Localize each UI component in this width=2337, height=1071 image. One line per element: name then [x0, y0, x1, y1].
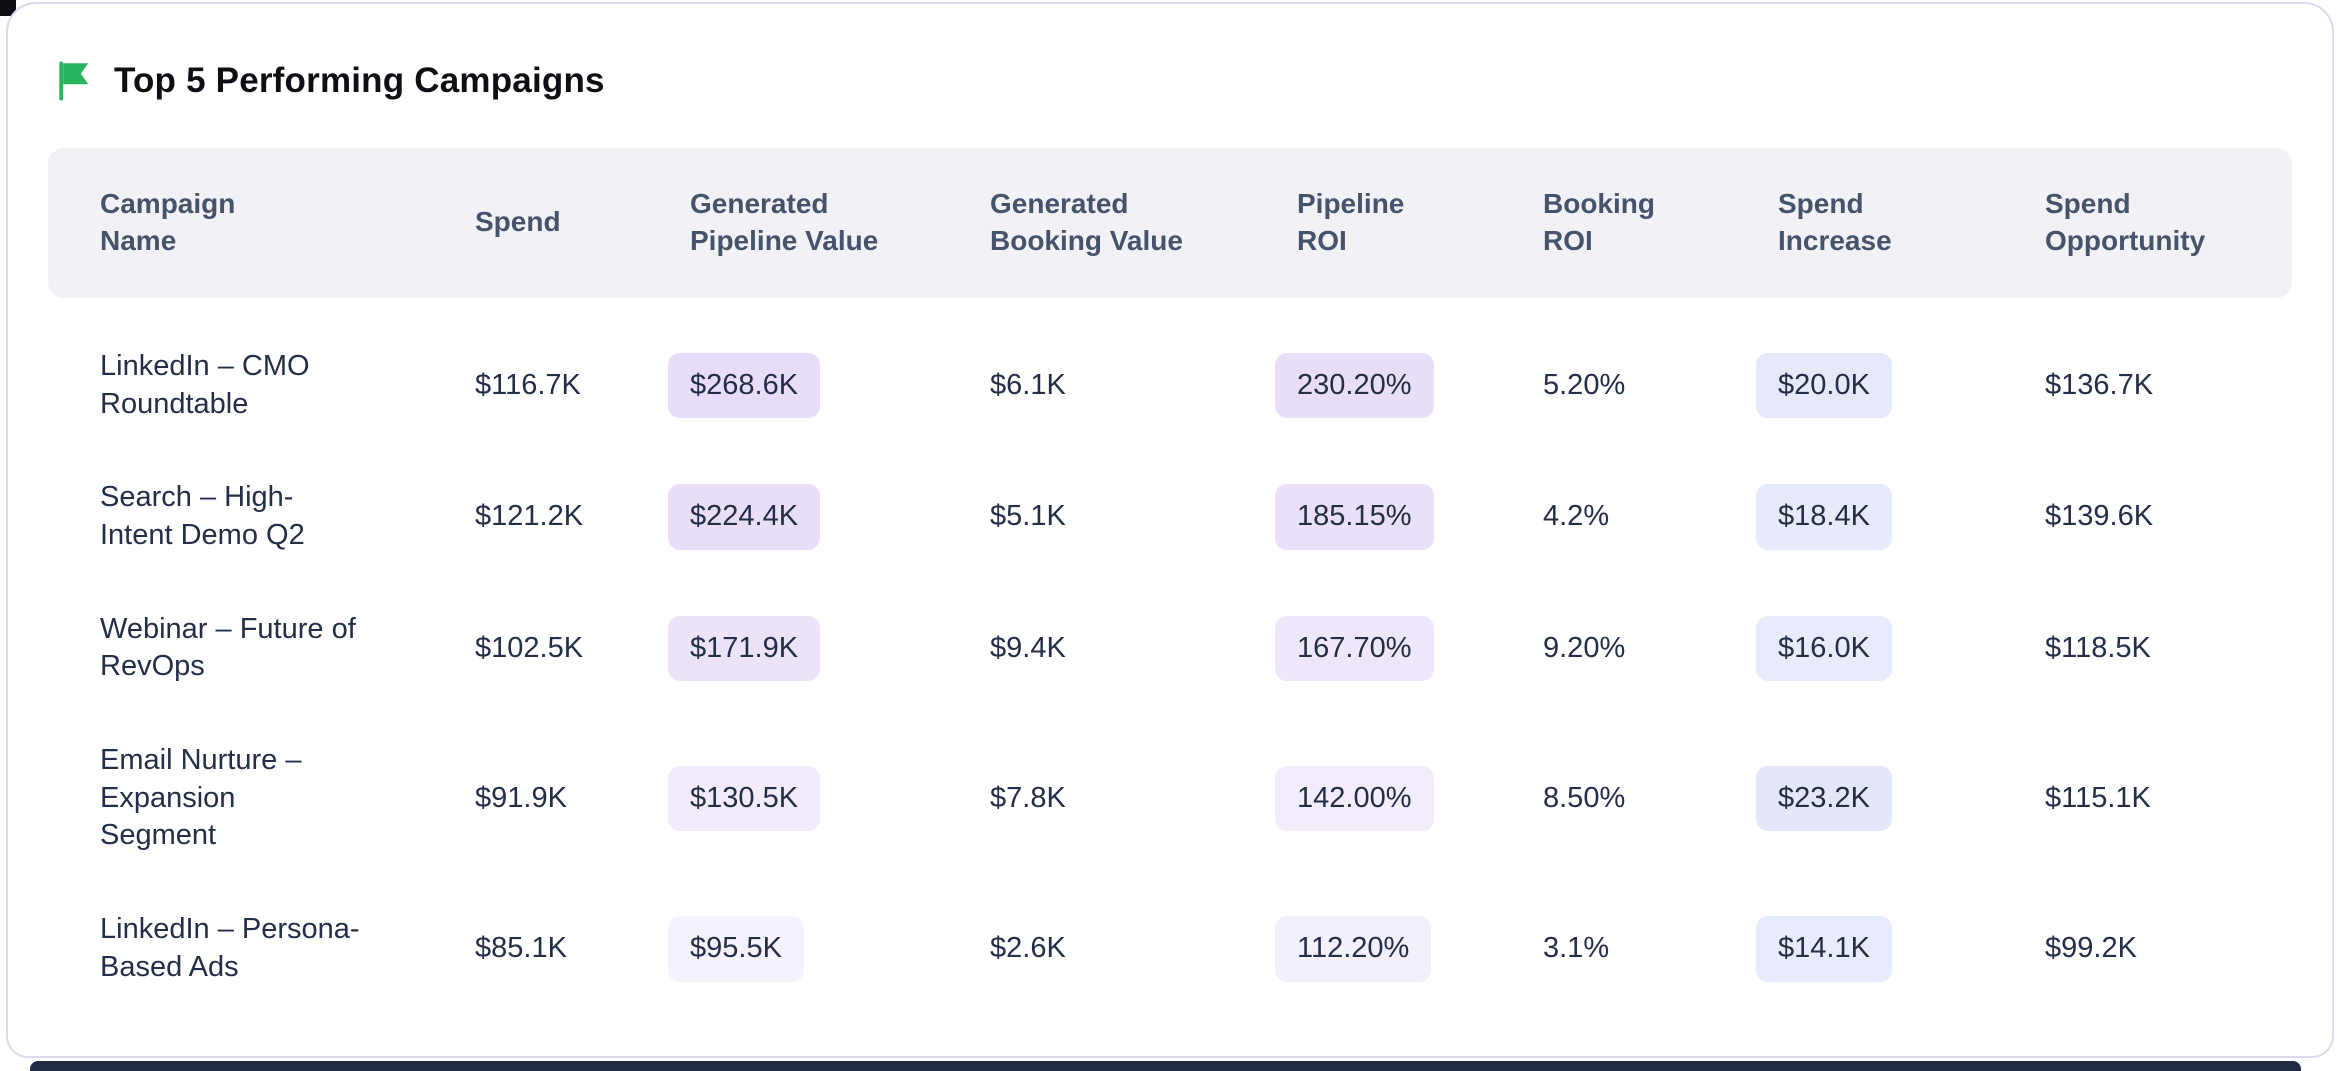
spend-increase-cell: $20.0K — [1756, 352, 2045, 419]
pipeline-roi-highlight: 112.20% — [1275, 915, 1432, 982]
table-row[interactable]: LinkedIn – CMO Roundtable $116.7K $268.6… — [48, 348, 2292, 423]
campaign-name-cell: Search – High- Intent Demo Q2 — [100, 481, 305, 551]
spend-increase-cell: $18.4K — [1756, 484, 2045, 550]
pipeline-value-highlight: $268.6K — [668, 352, 821, 419]
table-row[interactable]: Webinar – Future of RevOps $102.5K $171.… — [48, 611, 2292, 686]
spend-increase-highlight: $14.1K — [1756, 915, 1892, 982]
campaign-name-cell: LinkedIn – Persona- Based Ads — [100, 913, 360, 983]
booking-value-cell: $7.8K — [990, 781, 1066, 814]
booking-value-cell: $5.1K — [990, 500, 1066, 533]
table-body: LinkedIn – CMO Roundtable $116.7K $268.6… — [48, 298, 2292, 987]
spend-cell: $116.7K — [475, 368, 581, 401]
column-header-booking-roi: Booking ROI — [1543, 188, 1655, 256]
table-header-row: Campaign Name Spend Generated Pipeline V… — [48, 148, 2292, 298]
spend-cell: $121.2K — [475, 500, 584, 533]
table-row[interactable]: Search – High- Intent Demo Q2 $121.2K $2… — [48, 479, 2292, 554]
spend-cell: $85.1K — [475, 931, 567, 964]
pipeline-value-cell: $224.4K — [668, 484, 990, 550]
flag-icon — [59, 61, 89, 101]
column-header-spend-opportunity: Spend Opportunity — [2045, 188, 2206, 256]
pipeline-value-cell: $130.5K — [668, 765, 990, 832]
table-row[interactable]: Email Nurture – Expansion Segment $91.9K… — [48, 742, 2292, 855]
pipeline-roi-cell: 185.15% — [1275, 484, 1543, 550]
pipeline-roi-highlight: 185.15% — [1275, 484, 1434, 550]
booking-roi-cell: 9.20% — [1543, 631, 1626, 664]
pipeline-value-cell: $95.5K — [668, 915, 990, 982]
campaigns-table: Campaign Name Spend Generated Pipeline V… — [48, 148, 2292, 986]
booking-roi-cell: 3.1% — [1543, 931, 1610, 964]
pipeline-value-highlight: $130.5K — [668, 765, 821, 832]
spend-increase-highlight: $18.4K — [1756, 484, 1892, 550]
pipeline-value-highlight: $224.4K — [668, 484, 821, 550]
pipeline-roi-highlight: 230.20% — [1275, 352, 1434, 419]
spend-opportunity-cell: $99.2K — [2045, 931, 2137, 964]
spend-increase-cell: $14.1K — [1756, 915, 2045, 982]
page-title: Top 5 Performing Campaigns — [114, 61, 605, 100]
pipeline-roi-cell: 112.20% — [1275, 915, 1543, 982]
pipeline-roi-cell: 167.70% — [1275, 615, 1543, 682]
pipeline-value-cell: $171.9K — [668, 615, 990, 682]
campaigns-card: Top 5 Performing Campaigns Campaign Name… — [6, 2, 2334, 1058]
column-header-spend: Spend — [475, 206, 561, 238]
column-header-campaign-name: Campaign Name — [100, 188, 236, 256]
pipeline-roi-cell: 230.20% — [1275, 352, 1543, 419]
pipeline-roi-cell: 142.00% — [1275, 765, 1543, 832]
spend-increase-highlight: $23.2K — [1756, 765, 1892, 832]
pipeline-roi-highlight: 142.00% — [1275, 765, 1434, 832]
spend-increase-highlight: $16.0K — [1756, 615, 1892, 682]
card-header: Top 5 Performing Campaigns — [48, 60, 2292, 102]
pipeline-value-highlight: $95.5K — [668, 915, 804, 982]
spend-cell: $102.5K — [475, 631, 584, 664]
table-row[interactable]: LinkedIn – Persona- Based Ads $85.1K $95… — [48, 911, 2292, 986]
spend-increase-cell: $16.0K — [1756, 615, 2045, 682]
column-header-generated-booking-value: Generated Booking Value — [990, 188, 1183, 256]
booking-roi-cell: 4.2% — [1543, 500, 1610, 533]
column-header-spend-increase: Spend Increase — [1778, 188, 1892, 256]
spend-increase-highlight: $20.0K — [1756, 352, 1892, 419]
column-header-generated-pipeline-value: Generated Pipeline Value — [690, 188, 879, 256]
campaign-name-cell: Webinar – Future of RevOps — [100, 612, 356, 683]
booking-value-cell: $6.1K — [990, 368, 1066, 401]
pipeline-value-highlight: $171.9K — [668, 615, 821, 682]
spend-opportunity-cell: $139.6K — [2045, 500, 2154, 533]
spend-opportunity-cell: $115.1K — [2045, 781, 2151, 814]
pipeline-value-cell: $268.6K — [668, 352, 990, 419]
campaign-name-cell: Email Nurture – Expansion Segment — [100, 744, 302, 852]
campaign-name-cell: LinkedIn – CMO Roundtable — [100, 349, 310, 420]
spend-cell: $91.9K — [475, 781, 567, 814]
bottom-panel-edge — [30, 1061, 2301, 1071]
booking-roi-cell: 5.20% — [1543, 368, 1626, 401]
spend-opportunity-cell: $136.7K — [2045, 368, 2154, 401]
spend-increase-cell: $23.2K — [1756, 765, 2045, 832]
booking-roi-cell: 8.50% — [1543, 781, 1626, 814]
pipeline-roi-highlight: 167.70% — [1275, 615, 1434, 682]
spend-opportunity-cell: $118.5K — [2045, 631, 2151, 664]
booking-value-cell: $2.6K — [990, 931, 1066, 964]
booking-value-cell: $9.4K — [990, 631, 1066, 664]
column-header-pipeline-roi: Pipeline ROI — [1297, 188, 1405, 256]
